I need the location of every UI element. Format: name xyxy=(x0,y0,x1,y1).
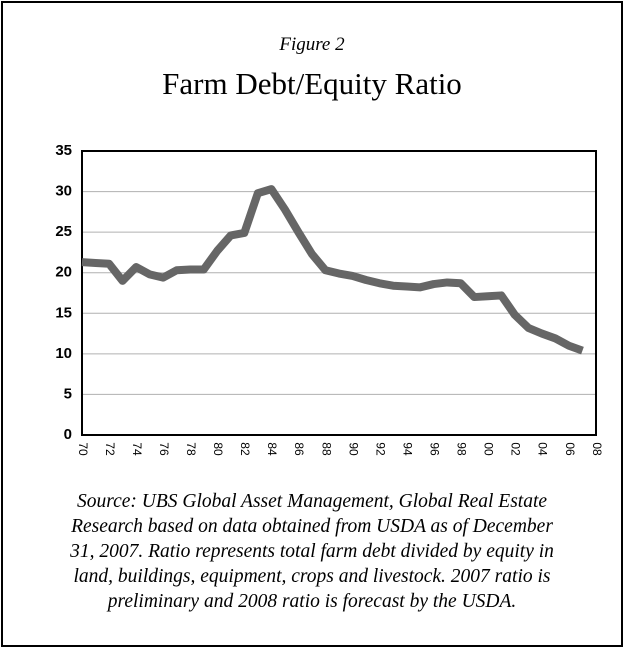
y-tick-label: 10 xyxy=(55,345,72,362)
x-tick-label: 76 xyxy=(157,442,171,456)
x-tick-label: 06 xyxy=(563,442,577,456)
caption-line: Research based on data obtained from USD… xyxy=(70,516,553,537)
x-tick-label: 88 xyxy=(319,442,333,456)
y-tick-label: 25 xyxy=(55,223,72,240)
plot-frame xyxy=(81,150,597,436)
x-tick-label: 08 xyxy=(590,442,604,456)
x-tick-label: 02 xyxy=(509,442,523,456)
x-tick-label: 04 xyxy=(536,442,550,456)
x-tick-label: 78 xyxy=(184,442,198,456)
x-tick-label: 00 xyxy=(482,442,496,456)
y-tick-label: 30 xyxy=(55,183,72,200)
x-tick-label: 72 xyxy=(103,442,117,456)
x-tick-label: 86 xyxy=(292,442,306,456)
y-tick-label: 0 xyxy=(64,426,72,443)
x-tick-label: 70 xyxy=(76,442,90,456)
x-tick-label: 80 xyxy=(211,442,225,456)
x-tick-label: 92 xyxy=(373,442,387,456)
y-tick-label: 15 xyxy=(55,304,72,321)
data-line xyxy=(81,185,584,355)
x-tick-label: 74 xyxy=(130,442,144,456)
x-tick-label: 98 xyxy=(455,442,469,456)
x-tick-label: 90 xyxy=(346,442,360,456)
y-tick-label: 20 xyxy=(55,264,72,281)
caption-line: land, buildings, equipment, crops and li… xyxy=(74,566,551,587)
chart-title: Farm Debt/Equity Ratio xyxy=(162,66,462,101)
x-tick-label: 96 xyxy=(428,442,442,456)
chart-subtitle: Figure 2 xyxy=(278,34,345,55)
x-tick-label: 82 xyxy=(238,442,252,456)
y-tick-label: 35 xyxy=(55,142,72,159)
caption-line: Source: UBS Global Asset Management, Glo… xyxy=(77,491,547,512)
x-tick-label: 94 xyxy=(400,442,414,456)
caption-line: preliminary and 2008 ratio is forecast b… xyxy=(106,591,517,612)
x-tick-label: 84 xyxy=(265,442,279,456)
y-tick-label: 5 xyxy=(64,385,72,402)
caption-line: 31, 2007. Ratio represents total farm de… xyxy=(69,541,554,562)
